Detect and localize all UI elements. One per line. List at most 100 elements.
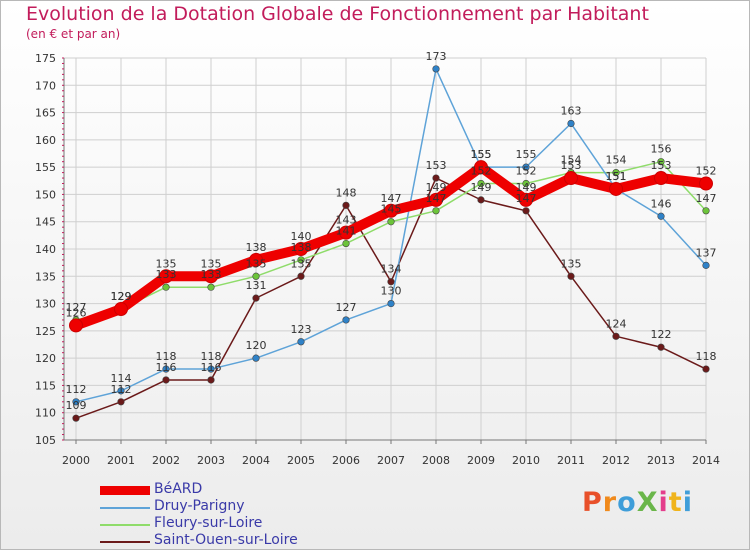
data-label: 135 xyxy=(156,257,177,270)
legend-item: Druy-Parigny xyxy=(100,498,350,516)
data-point xyxy=(297,338,305,346)
data-label: 129 xyxy=(111,290,132,303)
data-point xyxy=(207,376,215,384)
data-label: 112 xyxy=(111,383,132,396)
data-point xyxy=(477,196,485,204)
data-label: 126 xyxy=(66,306,87,319)
legend-label: Druy-Parigny xyxy=(154,498,245,514)
x-tick-label: 2001 xyxy=(107,454,135,467)
data-label: 149 xyxy=(426,181,447,194)
y-tick-label: 125 xyxy=(35,325,56,338)
x-tick-label: 2009 xyxy=(467,454,495,467)
data-label: 131 xyxy=(246,279,267,292)
data-label: 122 xyxy=(651,328,672,341)
data-label: 124 xyxy=(606,317,627,330)
chart-subtitle: (en € et par an) xyxy=(26,27,121,41)
data-point xyxy=(297,256,305,264)
y-tick-label: 120 xyxy=(35,352,56,365)
data-point xyxy=(294,242,308,256)
legend-swatch xyxy=(100,541,150,543)
x-tick-label: 2005 xyxy=(287,454,315,467)
data-label: 147 xyxy=(516,192,537,205)
y-tick-label: 140 xyxy=(35,243,56,256)
legend-item: Saint-Ouen-sur-Loire xyxy=(100,532,350,550)
data-label: 135 xyxy=(246,257,267,270)
legend-label: BéARD xyxy=(154,481,203,497)
data-label: 123 xyxy=(291,323,312,336)
data-label: 138 xyxy=(246,241,267,254)
data-label: 148 xyxy=(336,186,357,199)
data-label: 112 xyxy=(66,383,87,396)
data-label: 129 xyxy=(111,290,132,303)
data-label: 146 xyxy=(651,197,672,210)
data-label: 149 xyxy=(471,181,492,194)
x-tick-label: 2012 xyxy=(602,454,630,467)
data-point xyxy=(114,302,128,317)
data-point xyxy=(339,225,353,240)
data-point xyxy=(162,365,170,373)
legend-item: Fleury-sur-Loire xyxy=(100,515,350,533)
data-label: 133 xyxy=(201,268,222,281)
logo-letter: X xyxy=(636,487,659,518)
axis-layer: 2000 2001 2002 2003 2004 2005 2006 2007 2008 2009… xyxy=(35,52,720,467)
data-point xyxy=(612,169,620,177)
data-label: 154 xyxy=(561,154,582,167)
data-label: 147 xyxy=(426,192,447,205)
y-tick-label: 105 xyxy=(35,434,56,447)
data-label: 152 xyxy=(696,165,717,178)
data-label: 118 xyxy=(696,350,717,363)
legend-label: Saint-Ouen-sur-Loire xyxy=(154,532,298,548)
data-label: 133 xyxy=(156,268,177,281)
data-label: 155 xyxy=(471,148,492,161)
data-label: 130 xyxy=(381,285,402,298)
x-tick-label: 2000 xyxy=(62,454,90,467)
data-point xyxy=(654,171,668,186)
data-label: 137 xyxy=(696,246,717,259)
data-label: 140 xyxy=(291,230,312,243)
data-point xyxy=(567,272,575,280)
logo-letter: i xyxy=(658,487,669,518)
data-point xyxy=(72,398,80,406)
data-point xyxy=(567,119,575,128)
data-point xyxy=(204,269,218,284)
logo-letter: P xyxy=(582,487,603,518)
data-point xyxy=(609,181,623,196)
y-tick-label: 110 xyxy=(35,407,56,420)
data-label: 127 xyxy=(336,301,357,314)
data-point xyxy=(657,343,665,351)
data-point xyxy=(522,207,530,215)
y-tick-label: 155 xyxy=(35,161,56,174)
legend-swatch xyxy=(100,486,150,495)
data-label: 145 xyxy=(381,203,402,216)
legend-swatch xyxy=(100,507,150,509)
data-point xyxy=(117,387,125,395)
data-point xyxy=(162,283,170,291)
y-tick-label: 150 xyxy=(35,188,56,201)
legend-item: BéARD xyxy=(100,481,350,499)
data-point xyxy=(384,203,398,218)
x-tick-label: 2003 xyxy=(197,454,225,467)
data-point xyxy=(477,179,485,188)
data-point xyxy=(432,174,440,182)
y-tick-label: 130 xyxy=(35,298,56,311)
data-point xyxy=(207,283,215,291)
legend-label: Fleury-sur-Loire xyxy=(154,515,263,531)
legend: BéARD Druy-Parigny Fleury-sur-Loire Saint-O… xyxy=(100,481,350,550)
data-label: 134 xyxy=(381,263,402,276)
x-tick-label: 2007 xyxy=(377,454,405,467)
x-tick-label: 2011 xyxy=(557,454,585,467)
data-point xyxy=(162,376,170,384)
y-tick-label: 145 xyxy=(35,216,56,229)
data-label: 141 xyxy=(336,225,357,238)
data-point xyxy=(252,294,260,302)
data-point xyxy=(117,398,125,406)
data-point xyxy=(702,207,710,215)
data-point xyxy=(612,332,620,340)
data-point xyxy=(342,239,350,248)
y-tick-label: 115 xyxy=(35,379,56,392)
data-point xyxy=(699,176,713,191)
data-point xyxy=(702,261,710,269)
